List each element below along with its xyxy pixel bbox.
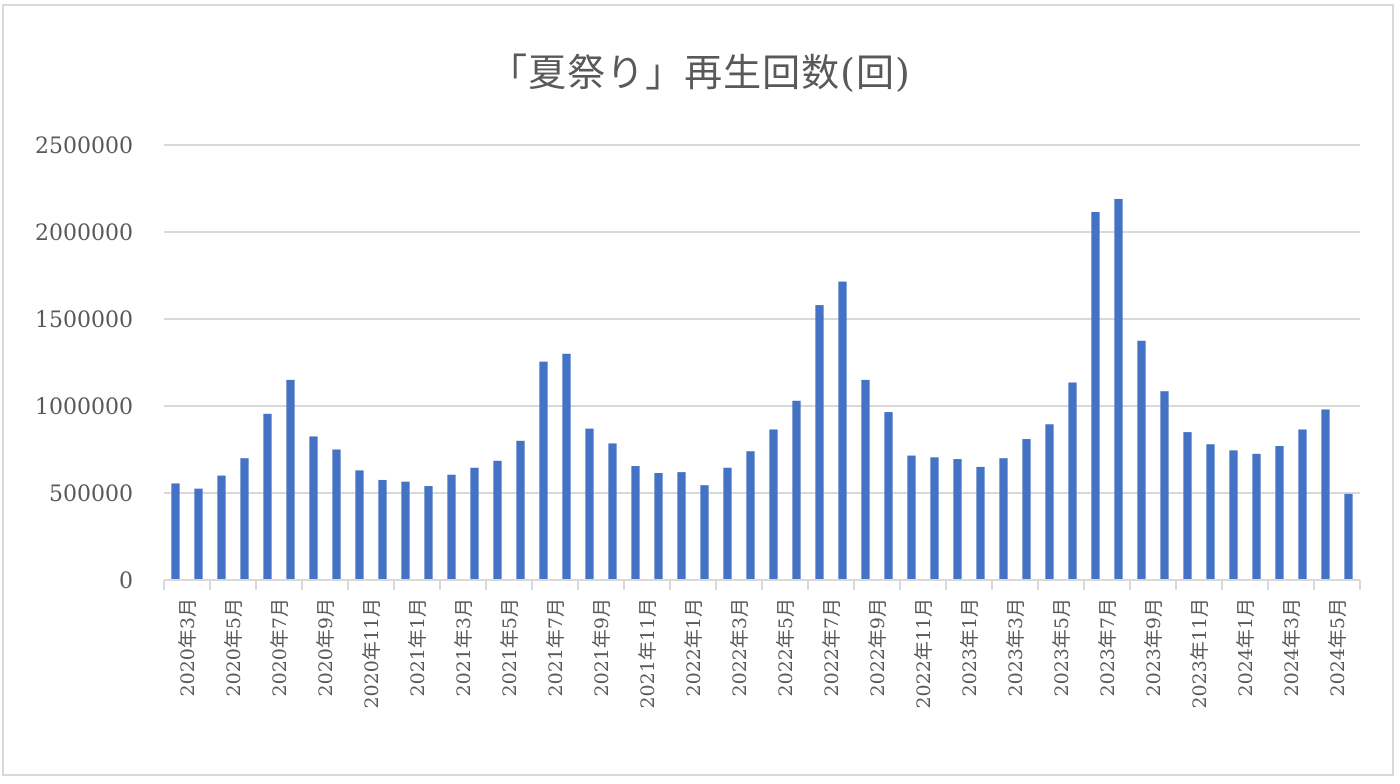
bar	[1183, 432, 1192, 580]
bar	[585, 428, 594, 580]
bar	[1045, 424, 1054, 580]
x-tick-label: 2022年3月	[729, 598, 751, 696]
y-tick-label: 0	[119, 569, 133, 594]
bar	[1298, 429, 1307, 580]
chart-frame	[2, 4, 1394, 776]
bar	[1229, 450, 1238, 580]
bar	[999, 458, 1008, 580]
bar	[631, 466, 640, 580]
x-tick-label: 2022年5月	[775, 598, 797, 696]
bar	[815, 305, 824, 580]
bar	[424, 486, 433, 580]
bar	[1114, 198, 1123, 580]
x-tick-label: 2022年1月	[683, 598, 705, 696]
bar	[608, 443, 617, 580]
bar	[930, 457, 939, 580]
x-tick-label: 2021年3月	[453, 598, 475, 696]
x-tick-label: 2023年9月	[1143, 598, 1165, 696]
x-tick-label: 2023年11月	[1189, 598, 1211, 709]
bar	[171, 483, 180, 580]
bar	[309, 436, 318, 580]
bar	[1206, 444, 1215, 580]
bar	[1160, 391, 1169, 580]
x-tick-label: 2022年7月	[821, 598, 843, 696]
bar	[194, 488, 203, 580]
x-tick-label: 2023年3月	[1005, 598, 1027, 696]
bar	[1091, 211, 1100, 581]
x-tick-label: 2023年1月	[959, 598, 981, 696]
bar	[1137, 340, 1146, 580]
y-tick-label: 1000000	[35, 395, 133, 420]
bar	[493, 460, 502, 580]
x-tick-label: 2020年9月	[315, 598, 337, 696]
x-tick-label: 2024年5月	[1327, 598, 1349, 696]
bar	[332, 449, 341, 580]
x-tick-label: 2024年1月	[1235, 598, 1257, 696]
bar	[976, 466, 985, 580]
x-tick-label: 2020年7月	[269, 598, 291, 696]
x-tick-label: 2022年11月	[913, 598, 935, 709]
bar	[723, 467, 732, 580]
bar	[884, 412, 893, 580]
bar	[447, 474, 456, 580]
bar	[953, 459, 962, 580]
bar	[1252, 453, 1261, 580]
x-tick-label: 2022年9月	[867, 598, 889, 696]
x-tick-label: 2023年7月	[1097, 598, 1119, 696]
bar	[355, 470, 364, 580]
bar	[217, 475, 226, 580]
y-axis: 0 500000 1000000 1500000 2000000 2500000	[35, 134, 133, 594]
x-tick-label: 2020年3月	[177, 598, 199, 696]
chart-title: 「夏祭り」再生回数(回)	[489, 51, 911, 95]
bar	[907, 455, 916, 580]
bar	[539, 361, 548, 580]
bar	[401, 481, 410, 580]
bar	[240, 458, 249, 580]
x-tick-label: 2024年3月	[1281, 598, 1303, 696]
bar	[286, 379, 295, 580]
bar	[1068, 382, 1077, 580]
bar	[677, 472, 686, 580]
x-tick-label: 2020年5月	[223, 598, 245, 696]
y-tick-label: 1500000	[35, 308, 133, 333]
bar	[562, 353, 571, 580]
y-tick-label: 500000	[49, 482, 133, 507]
bar	[746, 451, 755, 580]
bar	[792, 400, 801, 580]
bar	[838, 281, 847, 580]
x-tick-label: 2021年7月	[545, 598, 567, 696]
bar	[700, 485, 709, 580]
bar	[1275, 446, 1284, 580]
bar	[1344, 493, 1353, 580]
bar	[769, 429, 778, 580]
x-tick-label: 2020年11月	[361, 598, 383, 709]
bar	[516, 440, 525, 580]
x-tick-label: 2021年11月	[637, 598, 659, 709]
bar	[378, 479, 387, 580]
x-tick-label: 2021年5月	[499, 598, 521, 696]
bar	[654, 472, 663, 580]
bar	[263, 413, 272, 580]
y-tick-label: 2500000	[35, 134, 133, 159]
bar	[1321, 409, 1330, 580]
bar	[1022, 439, 1031, 580]
y-tick-label: 2000000	[35, 221, 133, 246]
gridlines	[164, 144, 1360, 494]
bar	[861, 379, 870, 580]
x-tick-label: 2021年1月	[407, 598, 429, 696]
x-axis: 2020年3月 2020年5月 2020年7月 2020年9月 2020年11月 2021…	[163, 579, 1361, 709]
x-tick-label: 2021年9月	[591, 598, 613, 696]
x-tick-label: 2023年5月	[1051, 598, 1073, 696]
bar	[470, 467, 479, 580]
bars	[171, 198, 1353, 581]
